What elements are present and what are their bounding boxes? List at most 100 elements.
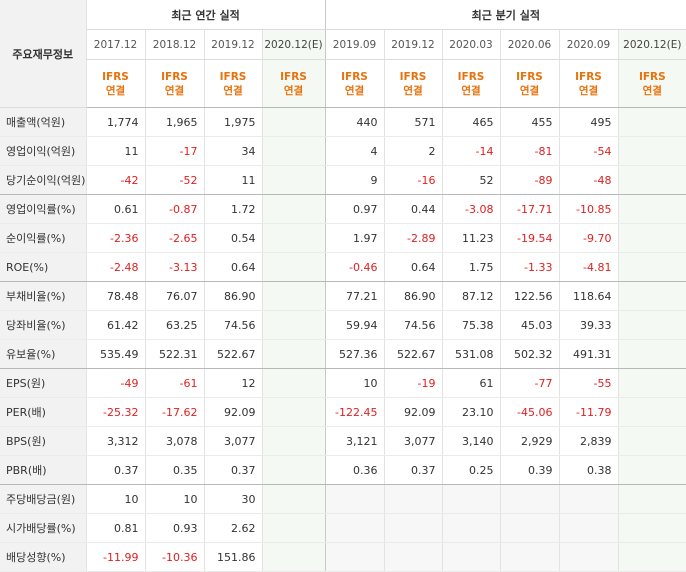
accounting-standard-label: IFRS 연결: [203, 59, 262, 108]
value-cell: -0.46: [324, 252, 385, 282]
row-label: 영업이익(억원): [0, 136, 86, 166]
value-cell: [617, 165, 686, 195]
value-cell: 535.49: [85, 339, 145, 369]
standard-line-consolidated: 연결: [283, 84, 304, 97]
period-header: 2019.12: [203, 29, 262, 60]
value-cell: 0.37: [85, 455, 145, 485]
value-cell: [261, 484, 326, 514]
table-row: PER(배) -25.32 -17.62 92.09 -122.45 92.09 23.10…: [0, 397, 686, 427]
value-cell: 1,774: [85, 107, 145, 137]
value-cell: -2.36: [85, 223, 145, 253]
value-cell: 86.90: [203, 281, 262, 311]
value-cell: 0.38: [558, 455, 619, 485]
standard-line-ifrs: IFRS: [399, 70, 427, 83]
standard-line-consolidated: 연결: [164, 84, 185, 97]
value-cell: -2.89: [383, 223, 443, 253]
period-header: 2018.12: [144, 29, 204, 60]
value-cell: 1.72: [203, 194, 262, 224]
value-cell: [261, 397, 326, 427]
row-label: EPS(원): [0, 368, 86, 398]
value-cell: -3.13: [144, 252, 204, 282]
value-cell: [261, 281, 326, 311]
table-row: 유보율(%) 535.49 522.31 522.67 527.36 522.67 531.…: [0, 339, 686, 369]
row-label: 매출액(억원): [0, 107, 86, 137]
value-cell: [617, 513, 686, 543]
table-row: BPS(원) 3,312 3,078 3,077 3,121 3,077 3,140 2,92…: [0, 426, 686, 456]
value-cell: -3.08: [441, 194, 501, 224]
value-cell: 9: [324, 165, 385, 195]
value-cell: [617, 223, 686, 253]
row-label: ROE(%): [0, 252, 86, 282]
period-header: 2020.12(E): [261, 29, 326, 60]
value-cell: 522.31: [144, 339, 204, 369]
value-cell: -10.36: [144, 542, 204, 572]
value-cell: 118.64: [558, 281, 619, 311]
value-cell: [383, 513, 443, 543]
value-cell: [499, 542, 560, 572]
row-label: 유보율(%): [0, 339, 86, 369]
value-cell: 2,839: [558, 426, 619, 456]
value-cell: 122.56: [499, 281, 560, 311]
value-cell: 455: [499, 107, 560, 137]
value-cell: [261, 455, 326, 485]
value-cell: -2.48: [85, 252, 145, 282]
value-cell: [617, 194, 686, 224]
table-row: 영업이익률(%) 0.61 -0.87 1.72 0.97 0.44 -3.08 -17.71…: [0, 194, 686, 224]
value-cell: 531.08: [441, 339, 501, 369]
standard-line-ifrs: IFRS: [161, 70, 188, 83]
value-cell: [324, 513, 385, 543]
value-cell: [261, 194, 326, 224]
table-row: 당기순이익(억원) -42 -52 11 9 -16 52 -89 -48: [0, 165, 686, 195]
period-header: 2019.12: [383, 29, 443, 60]
value-cell: 11.23: [441, 223, 501, 253]
standard-line-consolidated: 연결: [578, 84, 599, 97]
value-cell: 3,312: [85, 426, 145, 456]
standard-line-consolidated: 연결: [344, 84, 365, 97]
value-cell: [261, 107, 326, 137]
period-header: 2020.12(E): [617, 29, 686, 60]
period-header: 2020.03: [441, 29, 501, 60]
value-cell: 78.48: [85, 281, 145, 311]
value-cell: 3,077: [203, 426, 262, 456]
value-cell: 0.36: [324, 455, 385, 485]
value-cell: [499, 513, 560, 543]
standard-header-row: IFRS 연결 IFRS 연결 IFRS 연결 IFRS 연결 IFRS 연결 IFRS 연결 IFRS…: [0, 59, 686, 108]
value-cell: 77.21: [324, 281, 385, 311]
value-cell: [617, 310, 686, 340]
value-cell: 502.32: [499, 339, 560, 369]
value-cell: 0.81: [85, 513, 145, 543]
row-label: 부채비율(%): [0, 281, 86, 311]
table-row: 주당배당금(원) 10 10 30: [0, 484, 686, 514]
corner-label: 주요재무정보: [0, 0, 86, 108]
value-cell: [617, 136, 686, 166]
table-body: 매출액(억원) 1,774 1,965 1,975 440 571 465 455 495 영업이…: [0, 107, 686, 572]
value-cell: [383, 484, 443, 514]
accounting-standard-label: IFRS 연결: [558, 59, 619, 108]
standard-line-consolidated: 연결: [461, 84, 481, 97]
value-cell: [441, 513, 501, 543]
value-cell: 495: [558, 107, 619, 137]
value-cell: -19.54: [499, 223, 560, 253]
row-label: PBR(배): [0, 455, 86, 485]
value-cell: [261, 165, 326, 195]
accounting-standard-label: IFRS 연결: [85, 59, 145, 108]
value-cell: [499, 484, 560, 514]
value-cell: 61.42: [85, 310, 145, 340]
value-cell: 4: [324, 136, 385, 166]
value-cell: -89: [499, 165, 560, 195]
standard-line-consolidated: 연결: [223, 84, 243, 97]
value-cell: [617, 542, 686, 572]
row-label: 당기순이익(억원): [0, 165, 86, 195]
value-cell: [261, 223, 326, 253]
value-cell: 440: [324, 107, 385, 137]
value-cell: 491.31: [558, 339, 619, 369]
value-cell: 92.09: [383, 397, 443, 427]
standard-line-ifrs: IFRS: [638, 70, 666, 83]
value-cell: [617, 252, 686, 282]
table-row: 시가배당률(%) 0.81 0.93 2.62: [0, 513, 686, 543]
value-cell: -17: [144, 136, 204, 166]
value-cell: [441, 542, 501, 572]
accounting-standard-label: IFRS 연결: [324, 59, 385, 108]
quarter-group-header: 최근 분기 실적: [324, 0, 686, 30]
value-cell: 3,121: [324, 426, 385, 456]
